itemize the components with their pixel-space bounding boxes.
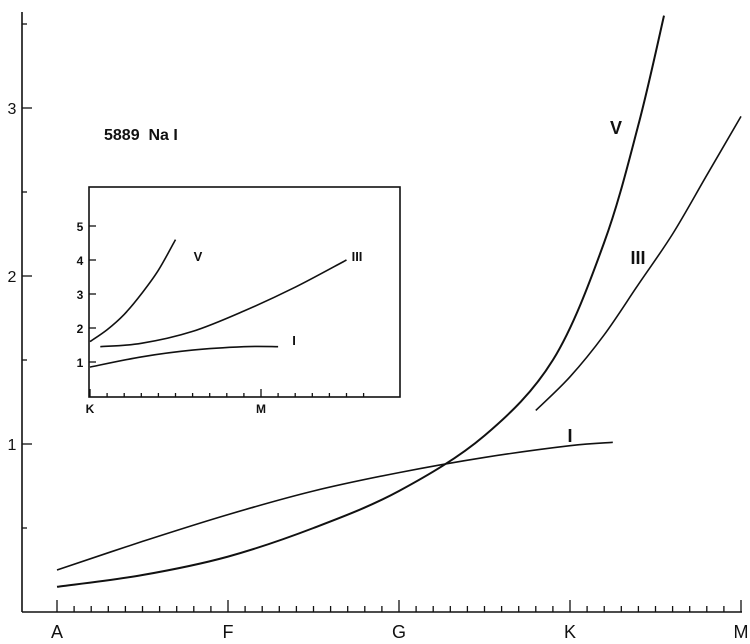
- inset-x-tick-label: K: [86, 402, 95, 416]
- inset-series-III-label: III: [352, 249, 363, 264]
- main-x-tick-label: F: [223, 622, 234, 642]
- main-series-V-line: [56, 15, 665, 588]
- inset-x-tick-label: M: [256, 402, 266, 416]
- main-x-tick-label: K: [564, 622, 576, 642]
- inset-series-I-line: [89, 345, 279, 368]
- main-y-tick-label: 2: [8, 269, 17, 286]
- inset-frame: [88, 186, 401, 398]
- inset-series-III-line: [100, 259, 347, 348]
- main-series-III-label: III: [630, 248, 645, 268]
- inset-series-V-line: [89, 239, 177, 343]
- main-y-tick-label: 3: [8, 101, 17, 118]
- main-x-tick-label: G: [392, 622, 406, 642]
- main-x-tick-label: A: [51, 622, 63, 642]
- inset-y-tick-label: 4: [77, 254, 84, 268]
- inset-y-tick-label: 2: [77, 322, 84, 336]
- main-series-I-line: [56, 441, 613, 571]
- main-y-ticks: 1 2 3: [8, 23, 32, 529]
- inset-y-tick-label: 5: [77, 220, 84, 234]
- inset-y-tick-label: 1: [77, 356, 84, 370]
- main-y-tick-label: 1: [8, 437, 17, 454]
- chart-title: 5889 Na I: [104, 127, 178, 144]
- main-series-V-label: V: [610, 118, 622, 138]
- inset-y-tick-label: 3: [77, 288, 84, 302]
- main-series-III-line: [535, 115, 742, 411]
- inset-series-I-label: I: [292, 333, 296, 348]
- inset-ticks: 1 2 3 4 5 K M: [77, 220, 365, 416]
- main-series-I-label: I: [567, 426, 572, 446]
- main-x-tick-label: M: [734, 622, 749, 642]
- inset-series-V-label: V: [194, 249, 203, 264]
